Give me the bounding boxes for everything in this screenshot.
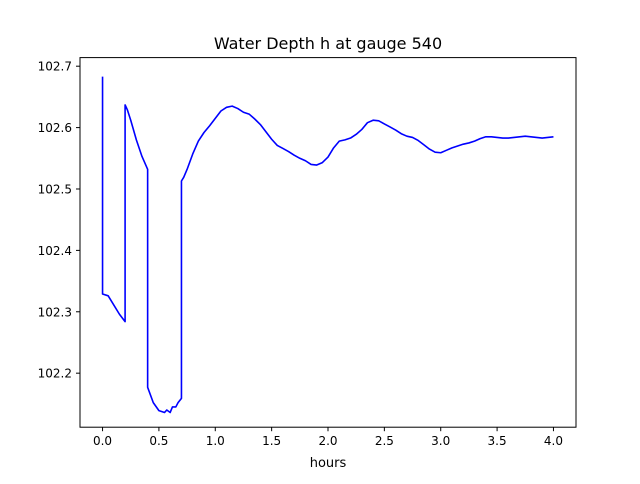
x-axis: 0.0 0.5 1.0 1.5 2.0 2.5 3.0 3.5 4.0 xyxy=(93,427,563,448)
plot-frame xyxy=(79,57,577,428)
x-tick-label: 1.0 xyxy=(206,434,225,448)
y-tick-label: 102.5 xyxy=(38,182,72,196)
y-tick-label: 102.6 xyxy=(38,121,72,135)
x-tick-label: 4.0 xyxy=(544,434,563,448)
x-tick-label: 0.0 xyxy=(93,434,112,448)
y-tick-label: 102.4 xyxy=(38,244,72,258)
y-tick-label: 102.7 xyxy=(38,60,72,74)
plot-area xyxy=(101,76,554,414)
y-tick-label: 102.3 xyxy=(38,305,72,319)
y-axis: 102.2 102.3 102.4 102.5 102.6 102.7 xyxy=(38,60,80,381)
x-tick-label: 3.0 xyxy=(431,434,450,448)
series-line-0 xyxy=(101,76,554,414)
x-axis-label: hours xyxy=(310,456,347,471)
chart-title: Water Depth h at gauge 540 xyxy=(214,34,442,53)
y-tick-label: 102.2 xyxy=(38,367,72,381)
x-tick-label: 2.5 xyxy=(375,434,394,448)
x-tick-label: 2.0 xyxy=(318,434,337,448)
x-tick-label: 3.5 xyxy=(488,434,507,448)
x-tick-label: 1.5 xyxy=(262,434,281,448)
x-tick-label: 0.5 xyxy=(149,434,168,448)
